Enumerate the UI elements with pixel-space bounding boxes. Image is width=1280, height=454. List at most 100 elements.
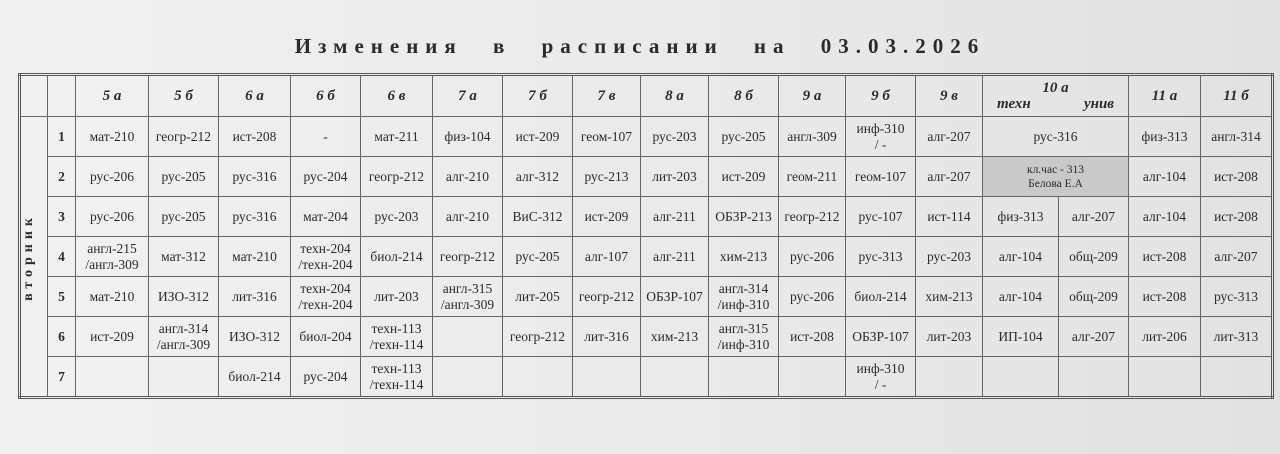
lesson-number: 2 xyxy=(47,156,76,197)
schedule-cell: геогр-212 xyxy=(778,196,846,237)
schedule-cell: мат-210 xyxy=(218,236,291,277)
schedule-cell-10a: ИП-104 xyxy=(982,316,1059,357)
schedule-cell: хим-213 xyxy=(915,276,983,317)
schedule-cell: геогр-212 xyxy=(148,116,219,157)
schedule-cell xyxy=(75,356,149,398)
schedule-cell: биол-214 xyxy=(218,356,291,398)
schedule-cell: мат-210 xyxy=(75,116,149,157)
schedule-cell: ист-209 xyxy=(708,156,779,197)
class-header: 6 в xyxy=(360,74,433,117)
schedule-cell xyxy=(432,316,503,357)
schedule-cell: лит-203 xyxy=(915,316,983,357)
schedule-cell: ОБЗР-213 xyxy=(708,196,779,237)
schedule-cell: рус-213 xyxy=(572,156,641,197)
schedule-cell: алг-207 xyxy=(915,116,983,157)
schedule-cell: алг-210 xyxy=(432,156,503,197)
corner-cell xyxy=(19,74,48,117)
schedule-cell-11: рус-313 xyxy=(1200,276,1273,317)
schedule-cell: биол-204 xyxy=(290,316,361,357)
schedule-cell: ВиС-312 xyxy=(502,196,573,237)
schedule-cell-10a-merged: рус-316 xyxy=(982,116,1129,157)
schedule-cell: хим-213 xyxy=(708,236,779,277)
lesson-row: 2 рус-206 рус-205 рус-316 рус-204 геогр-212 ал… xyxy=(20,156,1273,197)
schedule-cell: англ-315 /англ-309 xyxy=(432,276,503,317)
schedule-cell-11 xyxy=(1200,356,1273,398)
lesson-row: 3 рус-206 рус-205 рус-316 мат-204 рус-203 алг-… xyxy=(20,196,1273,237)
schedule-cell xyxy=(915,356,983,398)
class-header: 5 б xyxy=(148,74,219,117)
schedule-cell: инф-310 / - xyxy=(845,356,916,398)
schedule-cell: рус-313 xyxy=(845,236,916,277)
schedule-cell: рус-203 xyxy=(360,196,433,237)
class-header: 7 в xyxy=(572,74,641,117)
schedule-cell-10a: физ-313 xyxy=(982,196,1059,237)
schedule-cell-10a xyxy=(982,356,1059,398)
class-header: 8 б xyxy=(708,74,779,117)
schedule-cell: лит-316 xyxy=(572,316,641,357)
schedule-cell: алг-312 xyxy=(502,156,573,197)
schedule-cell: алг-211 xyxy=(640,236,709,277)
schedule-cell-10a-merged: кл.час - 313 Белова Е.А xyxy=(982,156,1129,197)
schedule-cell: рус-205 xyxy=(708,116,779,157)
day-cell: вторник xyxy=(19,116,48,398)
schedule-cell-11: алг-207 xyxy=(1200,236,1273,277)
schedule-cell: физ-104 xyxy=(432,116,503,157)
schedule-cell: биол-214 xyxy=(360,236,433,277)
schedule-cell xyxy=(432,356,503,398)
schedule-cell: лит-203 xyxy=(360,276,433,317)
schedule-cell: геогр-212 xyxy=(572,276,641,317)
schedule-cell: - xyxy=(290,116,361,157)
schedule-cell: алг-210 xyxy=(432,196,503,237)
schedule-cell: ОБЗР-107 xyxy=(845,316,916,357)
schedule-cell: рус-203 xyxy=(915,236,983,277)
schedule-cell xyxy=(640,356,709,398)
schedule-cell: ист-209 xyxy=(75,316,149,357)
schedule-cell: алг-211 xyxy=(640,196,709,237)
schedule-cell-11: ист-208 xyxy=(1128,276,1201,317)
lesson-number: 3 xyxy=(47,196,76,237)
class-header: 8 а xyxy=(640,74,709,117)
schedule-cell-10a: алг-207 xyxy=(1058,196,1129,237)
schedule-cell: лит-316 xyxy=(218,276,291,317)
number-header xyxy=(47,74,76,117)
schedule-cell xyxy=(778,356,846,398)
schedule-cell: рус-206 xyxy=(778,236,846,277)
class-header: 9 б xyxy=(845,74,916,117)
schedule-cell: геом-107 xyxy=(572,116,641,157)
schedule-cell: рус-205 xyxy=(148,156,219,197)
class-header: 11 б xyxy=(1200,74,1273,117)
group-label: унив xyxy=(1083,96,1114,112)
schedule-cell: англ-309 xyxy=(778,116,846,157)
schedule-cell: лит-203 xyxy=(640,156,709,197)
schedule-cell: техн-204 /техн-204 xyxy=(290,236,361,277)
schedule-cell: рус-204 xyxy=(290,356,361,398)
schedule-cell: мат-204 xyxy=(290,196,361,237)
schedule-cell: мат-312 xyxy=(148,236,219,277)
schedule-cell-10a xyxy=(1058,356,1129,398)
schedule-cell: рус-316 xyxy=(218,156,291,197)
lesson-row: вторник 1 мат-210 геогр-212 ист-208- мат-211 ф… xyxy=(19,116,1273,398)
schedule-cell: рус-206 xyxy=(75,156,149,197)
schedule-cell: инф-310 / - xyxy=(845,116,916,157)
lesson-number: 7 xyxy=(47,356,76,398)
schedule-cell: рус-204 xyxy=(290,156,361,197)
class-header: 11 а xyxy=(1128,74,1201,117)
lesson-row: 7 биол-214 рус-204 техн-113 /техн-114 инф-31… xyxy=(20,356,1273,398)
class-header: 9 в xyxy=(915,74,983,117)
schedule-cell: рус-205 xyxy=(148,196,219,237)
schedule-cell: лит-205 xyxy=(502,276,573,317)
schedule-cell: ИЗО-312 xyxy=(148,276,219,317)
schedule-cell: рус-316 xyxy=(218,196,291,237)
schedule-cell xyxy=(148,356,219,398)
schedule-cell: хим-213 xyxy=(640,316,709,357)
schedule-cell: англ-314 /инф-310 xyxy=(708,276,779,317)
schedule-cell: техн-113 /техн-114 xyxy=(360,316,433,357)
schedule-cell: геогр-212 xyxy=(432,236,503,277)
schedule-cell: техн-204 /техн-204 xyxy=(290,276,361,317)
schedule-cell-11: алг-104 xyxy=(1128,196,1201,237)
group-label: техн xyxy=(997,96,1031,112)
schedule-cell: геом-211 xyxy=(778,156,846,197)
class-header: 9 а xyxy=(778,74,846,117)
schedule-cell-11: ист-208 xyxy=(1200,196,1273,237)
